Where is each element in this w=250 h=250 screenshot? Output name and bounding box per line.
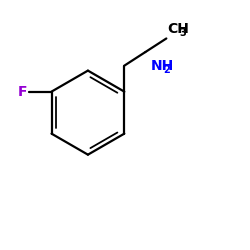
Text: 2: 2: [163, 65, 170, 75]
Text: NH: NH: [150, 59, 174, 73]
Text: F: F: [18, 84, 27, 98]
Text: 3: 3: [180, 28, 186, 38]
Text: CH: CH: [168, 22, 190, 36]
